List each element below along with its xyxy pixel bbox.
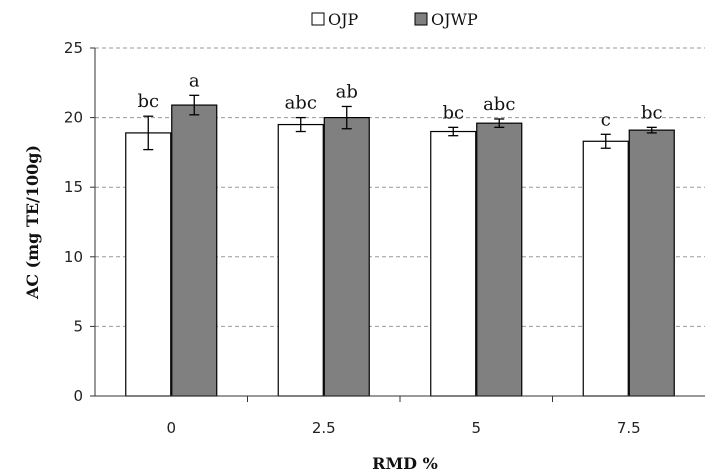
y-axis-title: AC (mg TE/100g) — [23, 145, 42, 300]
significance-label: ab — [336, 81, 358, 102]
y-tick-label: 20 — [64, 109, 83, 127]
x-tick-label: 7.5 — [617, 419, 641, 437]
y-tick-label: 15 — [64, 178, 83, 196]
bar-ojwp-0 — [171, 104, 218, 397]
significance-label: bc — [137, 91, 159, 112]
axes: 0 5 10 15 20 25 0 2.5 5 7.5 — [64, 39, 705, 437]
bar-ojwp-2.5 — [323, 116, 370, 397]
y-tick-label: 5 — [73, 317, 83, 335]
y-tick-label: 10 — [64, 248, 83, 266]
x-tick-label: 5 — [471, 419, 481, 437]
y-tick-label: 25 — [64, 39, 83, 57]
significance-label: bc — [442, 102, 464, 123]
bar-ojp-5 — [430, 130, 477, 397]
x-tick-label: 0 — [166, 419, 176, 437]
bar-ojp-7.5 — [582, 140, 629, 397]
legend-label-ojwp: OJWP — [431, 10, 478, 29]
legend: OJP OJWP — [311, 10, 478, 29]
x-tick-label: 2.5 — [312, 419, 336, 437]
legend-swatch-ojwp — [414, 12, 428, 26]
y-tick-label: 0 — [73, 387, 83, 405]
x-axis-title: RMD % — [372, 454, 438, 473]
bar-ojp-0 — [125, 132, 172, 397]
significance-label: c — [601, 109, 611, 130]
significance-label: abc — [285, 93, 317, 114]
significance-label: a — [189, 70, 200, 91]
significance-label: abc — [483, 94, 515, 115]
bar-ojwp-5 — [476, 122, 523, 397]
legend-label-ojp: OJP — [328, 10, 359, 29]
significance-label: bc — [641, 102, 663, 123]
bar-ojwp-7.5 — [628, 129, 675, 397]
legend-swatch-ojp — [311, 12, 325, 26]
bar-ojp-2.5 — [277, 123, 324, 397]
